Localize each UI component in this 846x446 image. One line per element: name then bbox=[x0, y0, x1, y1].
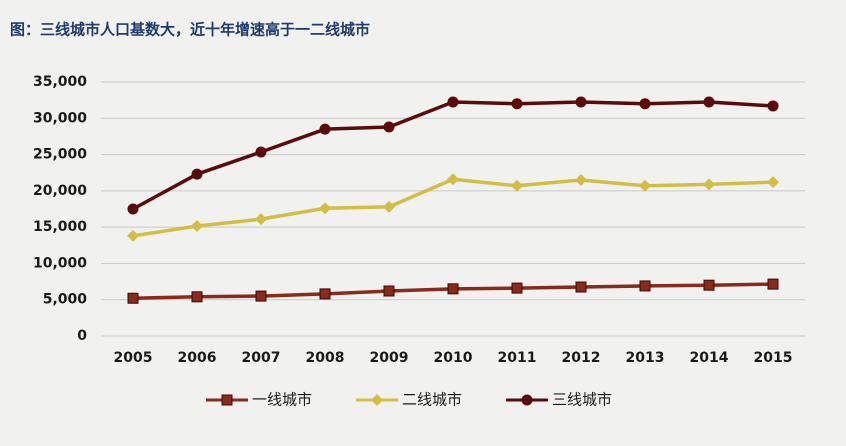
marker bbox=[767, 176, 779, 189]
x-tick-label: 2009 bbox=[370, 350, 409, 366]
y-tick-label: 15,000 bbox=[33, 219, 87, 235]
y-tick-label: 10,000 bbox=[33, 255, 87, 271]
marker bbox=[127, 292, 139, 304]
x-tick-label: 2015 bbox=[754, 350, 793, 366]
marker bbox=[703, 178, 715, 191]
legend-label: 二线城市 bbox=[402, 391, 462, 409]
marker bbox=[521, 394, 533, 406]
marker bbox=[511, 282, 523, 294]
marker bbox=[639, 98, 651, 110]
marker bbox=[703, 279, 715, 291]
marker bbox=[191, 220, 203, 233]
marker bbox=[221, 394, 233, 406]
marker bbox=[383, 285, 395, 297]
marker bbox=[371, 394, 383, 406]
y-tick-label: 35,000 bbox=[33, 74, 87, 90]
y-tick-label: 20,000 bbox=[33, 183, 87, 199]
marker bbox=[319, 288, 331, 300]
marker bbox=[447, 96, 459, 108]
y-tick-label: 0 bbox=[77, 328, 87, 344]
marker bbox=[255, 213, 267, 226]
marker bbox=[383, 200, 395, 213]
y-tick-label: 30,000 bbox=[33, 110, 87, 126]
legend-label: 一线城市 bbox=[252, 391, 312, 409]
marker bbox=[639, 179, 651, 192]
chart-title: 图：三线城市人口基数大，近十年增速高于一二线城市 bbox=[10, 21, 370, 39]
y-tick-label: 25,000 bbox=[33, 147, 87, 163]
marker bbox=[255, 146, 267, 158]
marker bbox=[383, 121, 395, 133]
marker bbox=[575, 281, 587, 293]
marker bbox=[319, 123, 331, 135]
marker bbox=[255, 290, 267, 302]
x-tick-label: 2013 bbox=[626, 350, 665, 366]
marker bbox=[767, 278, 779, 290]
marker bbox=[767, 100, 779, 112]
x-tick-label: 2014 bbox=[690, 350, 729, 366]
marker bbox=[191, 291, 203, 303]
x-tick-label: 2011 bbox=[498, 350, 537, 366]
x-tick-label: 2012 bbox=[562, 350, 601, 366]
x-tick-label: 2006 bbox=[178, 350, 217, 366]
x-tick-label: 2008 bbox=[306, 350, 345, 366]
marker bbox=[447, 283, 459, 295]
marker bbox=[575, 173, 587, 186]
marker bbox=[319, 202, 331, 215]
marker bbox=[511, 179, 523, 192]
marker bbox=[639, 280, 651, 292]
marker bbox=[127, 203, 139, 215]
marker bbox=[127, 229, 139, 242]
x-tick-label: 2007 bbox=[242, 350, 281, 366]
marker bbox=[191, 168, 203, 180]
marker bbox=[703, 96, 715, 108]
legend-label: 三线城市 bbox=[552, 391, 612, 409]
marker bbox=[575, 96, 587, 108]
y-tick-label: 5,000 bbox=[43, 292, 88, 308]
marker bbox=[511, 98, 523, 110]
x-tick-label: 2005 bbox=[114, 350, 153, 366]
marker bbox=[447, 173, 459, 186]
x-tick-label: 2010 bbox=[434, 350, 473, 366]
